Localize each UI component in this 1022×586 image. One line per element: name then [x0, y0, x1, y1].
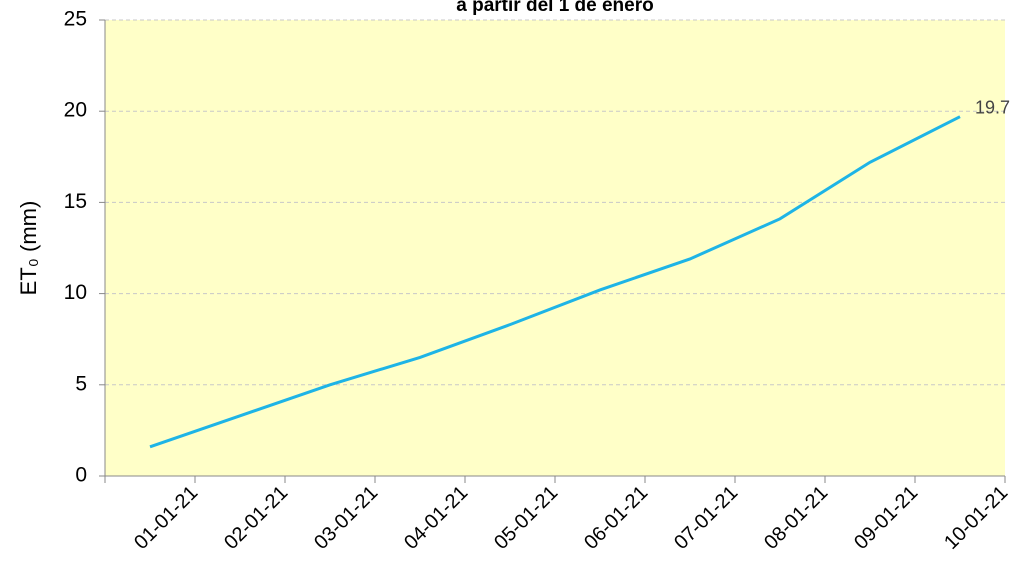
y-tick-label: 20: [64, 99, 87, 122]
x-tick-label: 01-01-21: [130, 482, 202, 554]
x-tick-label: 06-01-21: [580, 482, 652, 554]
y-tick-label: 0: [75, 464, 87, 487]
plot-area: [105, 20, 1005, 476]
line: [149, 115, 961, 449]
x-tick-label: 09-01-21: [850, 482, 922, 554]
x-tick-label: 03-01-21: [310, 482, 382, 554]
y-axis-label: ET₀ (mm): [16, 201, 41, 296]
data-label: 19.7: [975, 97, 1010, 117]
x-tick-label: 02-01-21: [220, 482, 292, 554]
y-tick-label: 10: [64, 281, 87, 304]
x-tick-label: 04-01-21: [400, 482, 472, 554]
y-tick-label: 5: [75, 372, 87, 395]
x-tick-label: 05-01-21: [490, 482, 562, 554]
chart-title: a partir del 1 de enero: [456, 0, 653, 16]
x-tick-label: 08-01-21: [760, 482, 832, 554]
x-tick-label: 07-01-21: [670, 482, 742, 554]
x-tick-label: 10-01-21: [940, 482, 1012, 554]
y-tick-label: 15: [64, 190, 87, 213]
y-tick-label: 25: [64, 8, 87, 31]
